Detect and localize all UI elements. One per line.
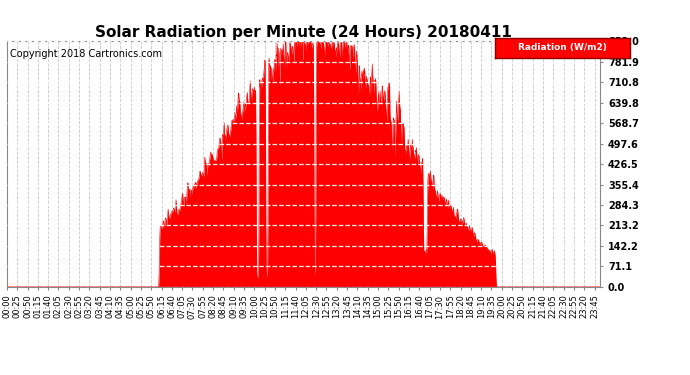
Text: Radiation (W/m2): Radiation (W/m2) bbox=[518, 44, 607, 52]
Title: Solar Radiation per Minute (24 Hours) 20180411: Solar Radiation per Minute (24 Hours) 20… bbox=[95, 25, 512, 40]
Text: Copyright 2018 Cartronics.com: Copyright 2018 Cartronics.com bbox=[10, 49, 162, 58]
